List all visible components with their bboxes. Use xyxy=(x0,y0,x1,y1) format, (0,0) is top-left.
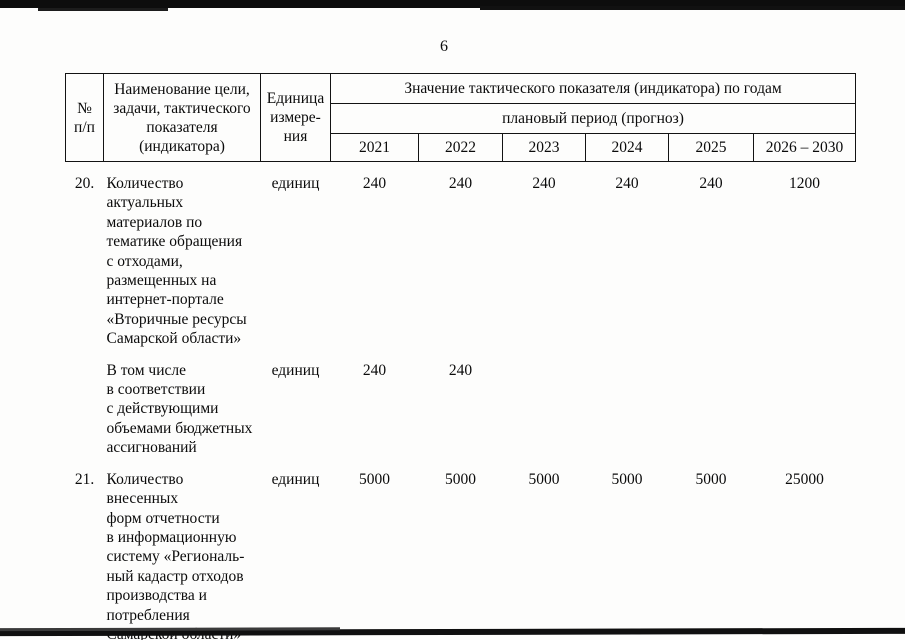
value-2025: 240 xyxy=(699,175,723,192)
unit-of-measure: единиц xyxy=(271,470,320,488)
row-number: 21. xyxy=(74,470,95,488)
value-2023: 5000 xyxy=(528,470,560,488)
header-cell-year-2023: 2023 xyxy=(502,133,586,162)
header-cell-name: Наименование цели, задачи, тактического … xyxy=(103,73,261,162)
value-2026-2030 xyxy=(754,349,856,458)
table-row-20-subrow: В том числе в соответствии с действующим… xyxy=(66,349,856,458)
row-number: 20. xyxy=(74,175,95,192)
header-cell-year-2026-2030: 2026 – 2030 xyxy=(752,133,857,162)
table-row-21: 21. Количество внесенных форм отчетности… xyxy=(66,458,856,640)
value-2023 xyxy=(503,349,586,458)
value-2021: 240 xyxy=(362,361,387,379)
value-2024 xyxy=(586,349,669,458)
header-cell-year-2022: 2022 xyxy=(418,133,503,162)
value-2021: 5000 xyxy=(359,470,390,488)
value-2026-2030: 1200 xyxy=(789,175,820,192)
value-2022: 5000 xyxy=(445,470,476,488)
value-2022: 240 xyxy=(448,361,473,379)
value-2025: 5000 xyxy=(695,470,727,488)
header-cell-year-2024: 2024 xyxy=(585,133,669,162)
value-2021: 240 xyxy=(362,175,387,192)
indicator-name: Количество внесенных форм отчетности в и… xyxy=(106,470,245,640)
table-row-20: 20. Количество актуальных материалов по … xyxy=(66,162,856,349)
unit-of-measure: единиц xyxy=(271,175,320,192)
unit-of-measure: единиц xyxy=(271,361,320,379)
header-cell-values-title: Значение тактического показателя (индика… xyxy=(329,73,857,104)
value-2022: 240 xyxy=(448,175,473,192)
header-cell-year-2025: 2025 xyxy=(668,133,754,162)
indicator-name: Количество актуальных материалов по тема… xyxy=(106,175,247,348)
header-cell-year-2021: 2021 xyxy=(330,133,419,162)
page-number: 6 xyxy=(440,38,448,55)
header-cell-period-title: плановый период (прогноз) xyxy=(329,103,857,134)
value-2024: 5000 xyxy=(611,470,643,488)
header-cell-num: № п/п xyxy=(65,73,104,162)
value-2025 xyxy=(669,349,754,458)
value-2023: 240 xyxy=(532,175,556,192)
scan-artifact-top-bar xyxy=(0,0,905,11)
row-number xyxy=(66,349,104,458)
indicators-table: № п/п Наименование цели, задачи, тактиче… xyxy=(65,73,857,640)
value-2024: 240 xyxy=(615,175,639,192)
indicator-name: В том числе в соответствии с действующим… xyxy=(106,361,253,457)
header-cell-unit: Единица измере- ния xyxy=(260,73,331,162)
value-2026-2030: 25000 xyxy=(785,470,824,488)
